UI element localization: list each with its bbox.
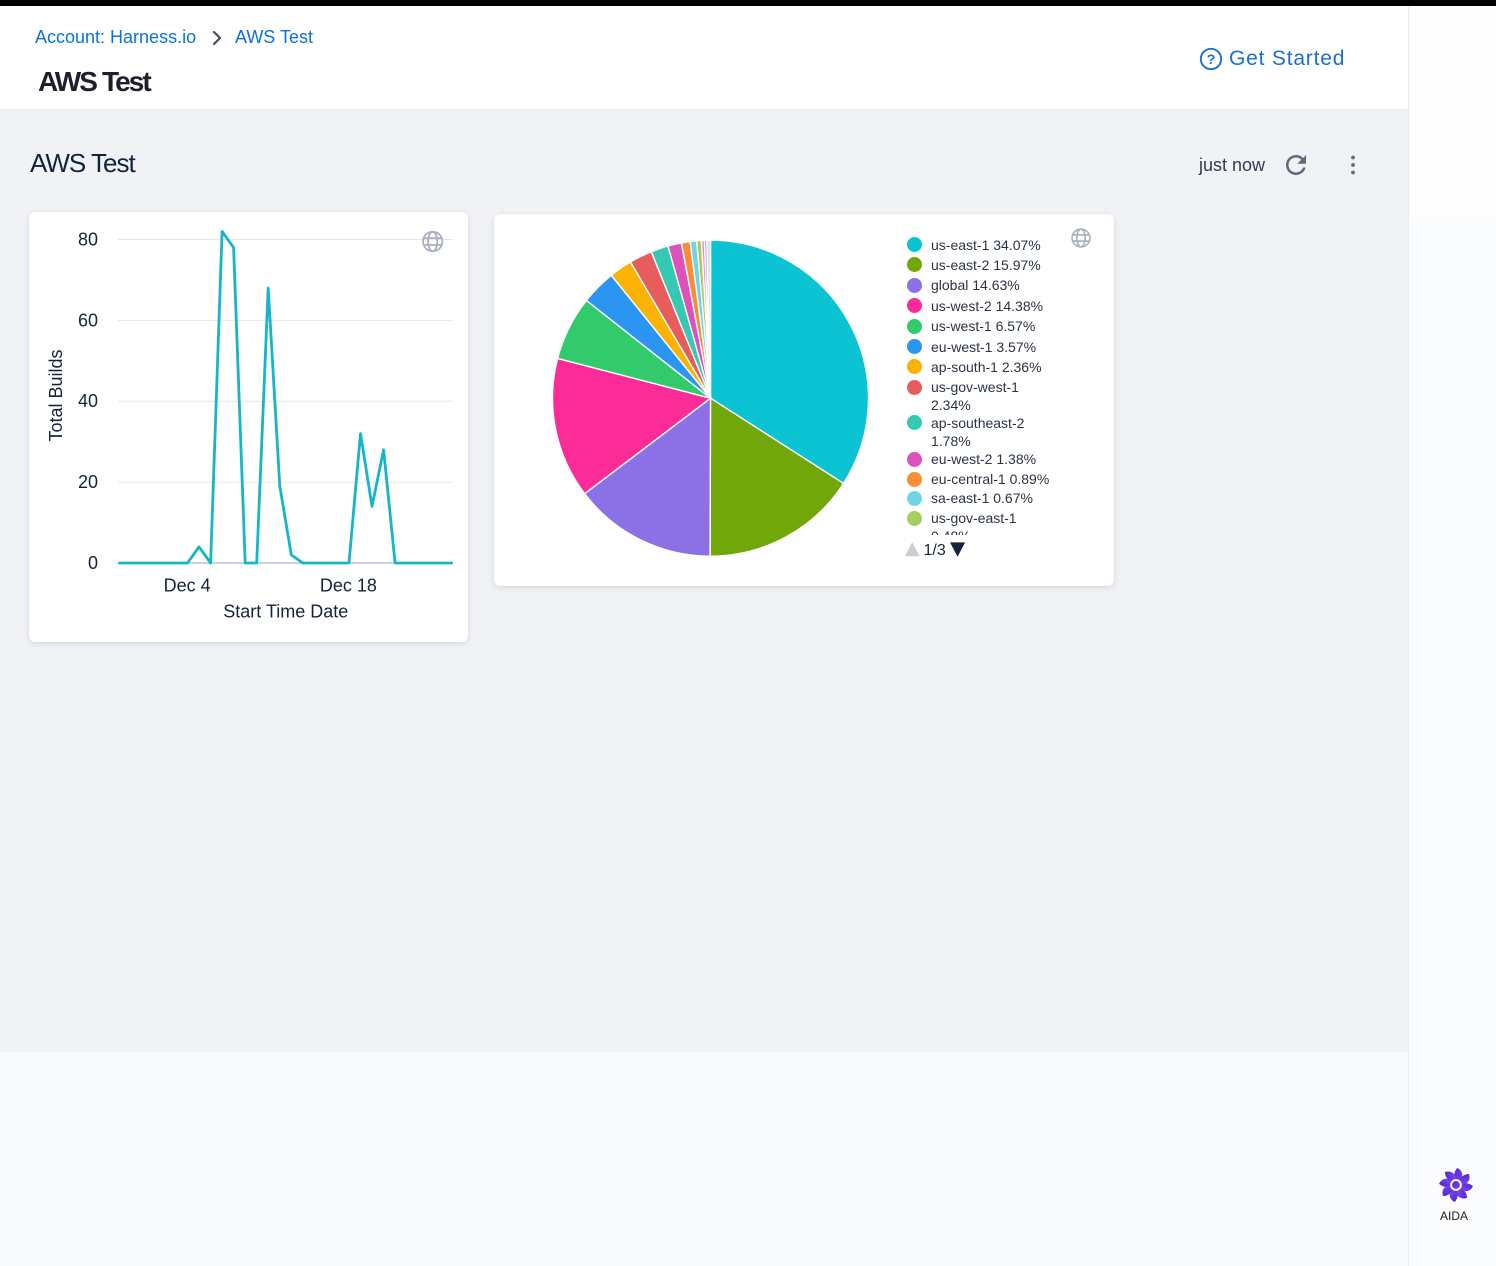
svg-text:80: 80 <box>78 230 98 250</box>
svg-text:60: 60 <box>78 310 98 330</box>
svg-text:Total Builds: Total Builds <box>46 349 66 441</box>
svg-text:20: 20 <box>78 472 98 492</box>
svg-text:40: 40 <box>78 391 98 411</box>
svg-text:0: 0 <box>88 553 98 573</box>
svg-text:?: ? <box>1207 51 1216 67</box>
svg-text:Start Time Date: Start Time Date <box>223 602 348 622</box>
svg-text:Dec 18: Dec 18 <box>320 576 377 596</box>
svg-text:Dec 4: Dec 4 <box>164 576 211 596</box>
